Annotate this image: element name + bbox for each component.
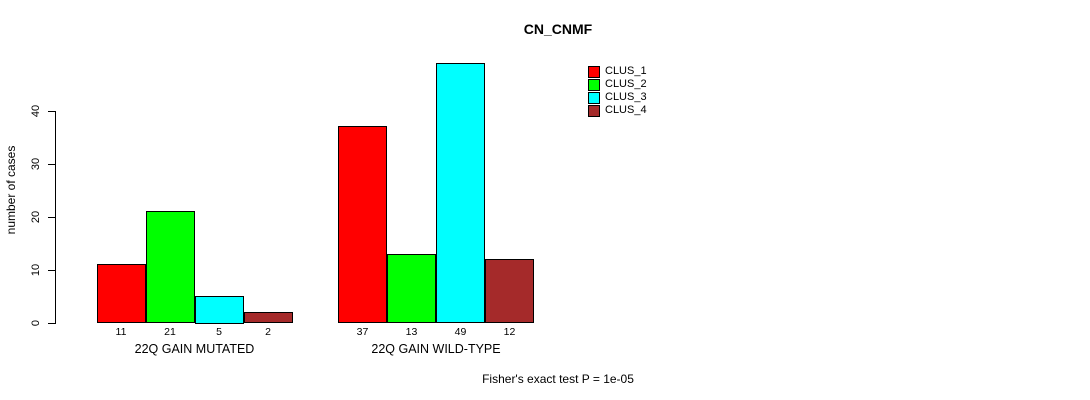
y-axis-line (54, 110, 56, 324)
chart-title: CN_CNMF (523, 21, 593, 37)
y-tick-label: 40 (30, 104, 42, 117)
bar-value-label: 37 (356, 326, 369, 338)
legend-swatch-clus_3 (588, 92, 600, 104)
bar-clus_3-group1 (194, 296, 244, 324)
y-tick-mark (47, 216, 55, 218)
y-tick-label: 10 (30, 263, 42, 276)
bar-clus_1-group1 (96, 264, 146, 324)
bar-value-label: 11 (115, 326, 127, 338)
bar-clus_2-group2 (387, 253, 436, 324)
y-tick-label: 30 (30, 157, 42, 170)
y-tick-mark (47, 322, 55, 324)
y-tick-label: 20 (30, 210, 42, 223)
bar-value-label: 2 (265, 326, 271, 338)
bar-value-label: 49 (454, 326, 467, 338)
y-tick-mark (47, 269, 55, 271)
bar-value-label: 21 (164, 326, 176, 338)
y-tick-label: 0 (30, 319, 42, 326)
bar-clus_3-group2 (436, 62, 485, 324)
bar-value-label: 5 (216, 326, 222, 338)
bar-clus_4-group1 (243, 311, 293, 324)
bar-clus_4-group2 (485, 258, 534, 324)
category-label: 22Q GAIN MUTATED (134, 342, 255, 356)
bar-clus_2-group1 (145, 211, 195, 324)
y-tick-mark (47, 110, 55, 112)
legend-swatch-clus_2 (588, 79, 600, 91)
legend-swatch-clus_4 (588, 105, 600, 117)
legend-label-clus_4: CLUS_4 (605, 104, 647, 116)
bar-value-label: 12 (503, 326, 516, 338)
y-tick-mark (47, 163, 55, 165)
bar-value-label: 13 (405, 326, 418, 338)
legend-label-clus_1: CLUS_1 (605, 65, 647, 77)
stat-annotation: Fisher's exact test P = 1e-05 (482, 372, 634, 386)
bar-clus_1-group2 (338, 126, 387, 324)
legend-label-clus_2: CLUS_2 (605, 78, 647, 90)
legend-swatch-clus_1 (588, 66, 600, 78)
category-label: 22Q GAIN WILD-TYPE (371, 342, 501, 356)
legend-label-clus_3: CLUS_3 (605, 91, 647, 103)
